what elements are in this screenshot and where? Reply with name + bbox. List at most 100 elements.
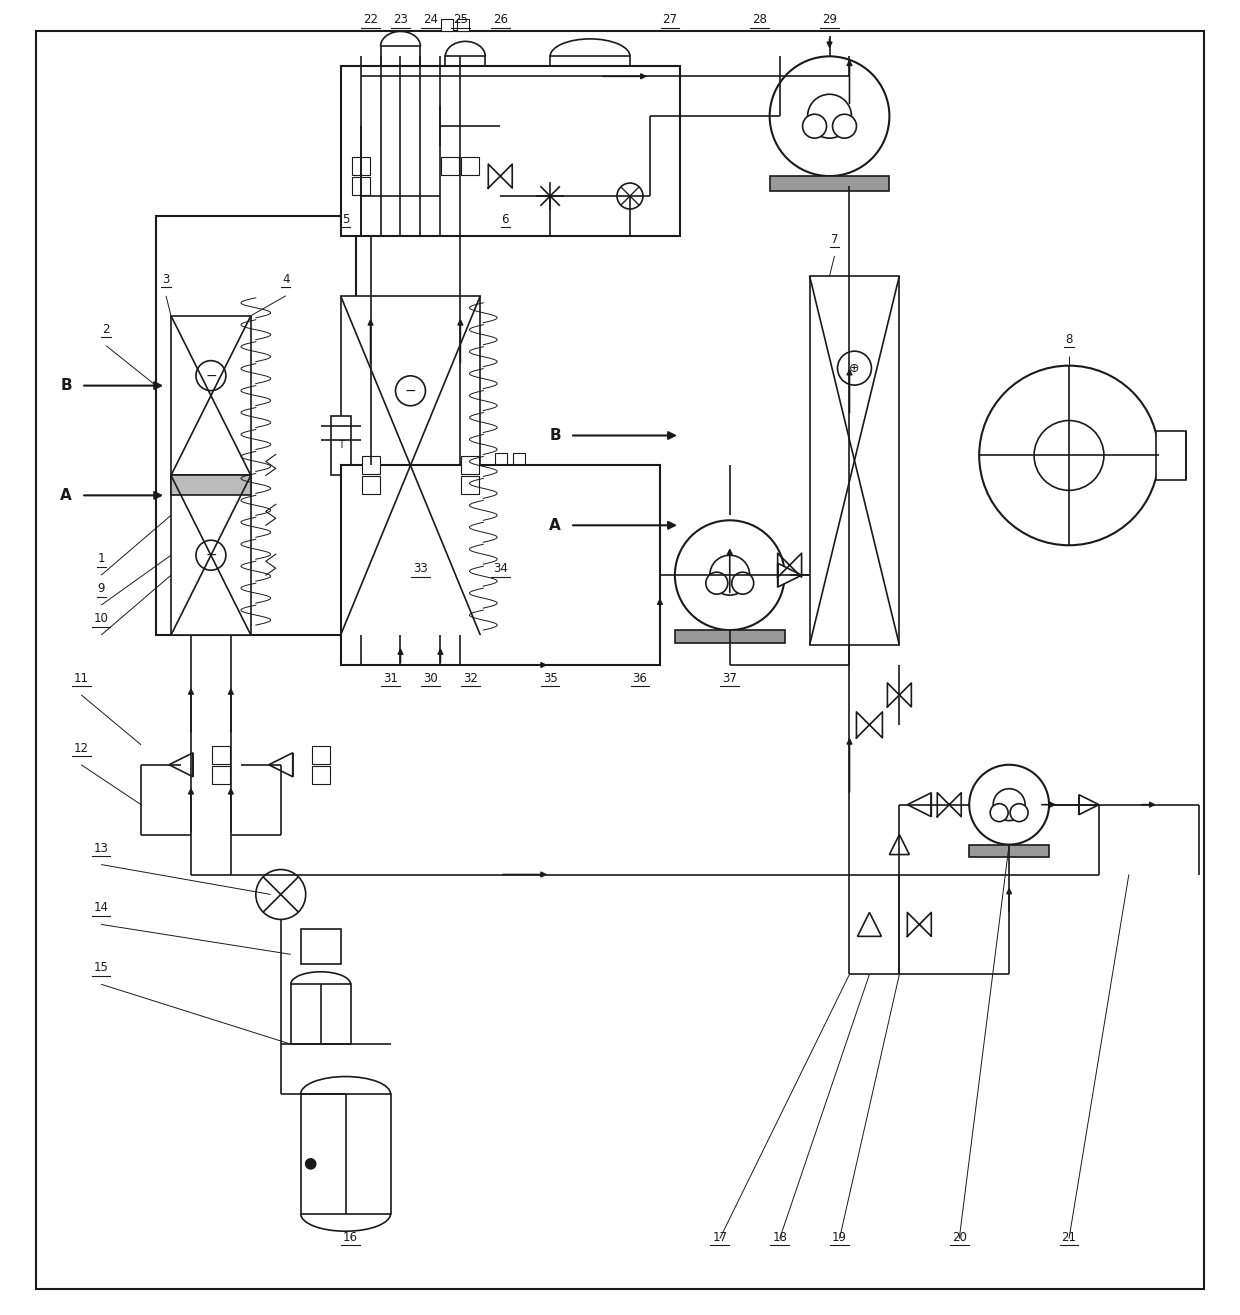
Text: B: B [61,379,72,393]
Circle shape [391,66,410,87]
Bar [362,476,379,494]
Bar [461,156,480,175]
Circle shape [993,789,1025,821]
Text: 23: 23 [393,13,408,26]
Circle shape [837,351,872,385]
Circle shape [1034,421,1104,490]
Polygon shape [169,752,193,777]
Text: −: − [205,548,217,563]
Circle shape [618,183,644,209]
Bar [461,456,480,475]
Bar [551,57,630,146]
Text: 17: 17 [712,1231,728,1244]
Circle shape [807,95,852,138]
Circle shape [802,114,827,138]
Text: 2: 2 [103,322,110,335]
Text: 13: 13 [94,842,109,855]
Bar [770,176,889,191]
Circle shape [396,376,425,406]
Bar [171,476,250,496]
Text: 1: 1 [98,552,105,565]
Text: 10: 10 [94,611,109,625]
Text: 21: 21 [1061,1231,1076,1244]
Circle shape [196,360,226,391]
Text: A: A [61,488,72,502]
Circle shape [306,1159,316,1169]
Polygon shape [908,793,931,817]
Text: 3: 3 [162,272,170,285]
Circle shape [196,540,226,571]
Bar [341,466,660,665]
Text: 5: 5 [342,213,350,226]
Circle shape [706,572,728,594]
Text: 35: 35 [543,672,558,685]
Polygon shape [858,913,882,936]
Text: 31: 31 [383,672,398,685]
Circle shape [255,869,306,919]
Bar [341,66,680,235]
Text: 7: 7 [831,233,838,246]
Bar [445,57,485,107]
Bar [495,454,507,466]
Bar [341,296,480,635]
Text: 30: 30 [423,672,438,685]
Polygon shape [889,835,909,855]
Text: −: − [404,384,417,398]
Polygon shape [269,752,293,777]
Text: 15: 15 [94,961,109,974]
Bar [970,844,1049,856]
Text: 19: 19 [832,1231,847,1244]
Bar [156,216,356,635]
Text: T: T [337,441,343,451]
Text: 14: 14 [94,901,109,914]
Text: 26: 26 [492,13,507,26]
Text: 27: 27 [662,13,677,26]
Bar [352,156,370,175]
Text: A: A [549,518,560,533]
Text: 18: 18 [773,1231,787,1244]
Bar [461,476,480,494]
Text: 4: 4 [281,272,289,285]
Bar [362,456,379,475]
Text: B: B [549,427,560,443]
Text: 25: 25 [453,13,467,26]
Text: 33: 33 [413,563,428,575]
Circle shape [991,803,1008,822]
Circle shape [1011,803,1028,822]
Bar [171,316,250,476]
Bar [675,630,785,643]
Text: 20: 20 [952,1231,967,1244]
Bar [331,416,351,476]
Bar [311,746,330,764]
Text: 32: 32 [463,672,477,685]
Bar [441,20,454,32]
Text: 6: 6 [501,213,508,226]
Bar [171,476,250,635]
Text: 8: 8 [1065,333,1073,346]
Text: 37: 37 [723,672,738,685]
Bar [301,1094,391,1214]
Circle shape [556,96,565,107]
Bar [381,46,420,107]
Bar [1156,430,1185,480]
Bar [420,505,460,555]
Bar [311,765,330,784]
Bar [810,276,899,646]
Text: 11: 11 [73,672,89,685]
Text: 29: 29 [822,13,837,26]
Bar [441,156,459,175]
Bar [352,178,370,195]
Circle shape [770,57,889,176]
Text: ⊕: ⊕ [849,362,859,375]
Circle shape [675,521,785,630]
Circle shape [980,366,1159,546]
Bar [212,746,229,764]
Text: −: − [205,368,217,383]
Text: 24: 24 [423,13,438,26]
Polygon shape [777,563,801,588]
Bar [290,984,351,1044]
Circle shape [832,114,857,138]
Text: 12: 12 [73,742,89,755]
Text: 22: 22 [363,13,378,26]
Text: 34: 34 [492,563,507,575]
